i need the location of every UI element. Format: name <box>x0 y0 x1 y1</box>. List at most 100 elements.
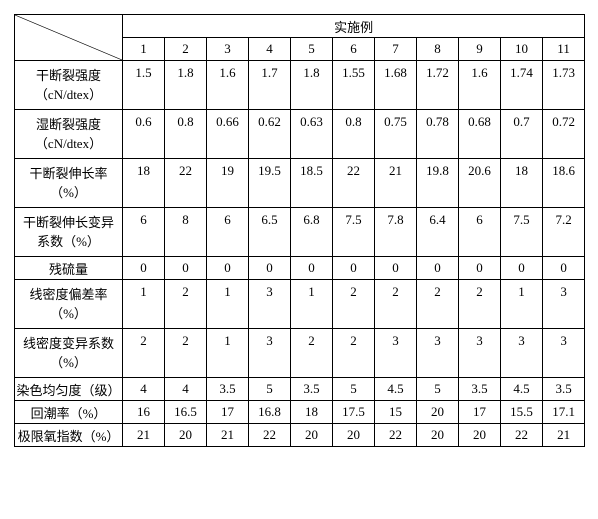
cell: 21 <box>207 424 249 447</box>
cell: 20 <box>417 401 459 424</box>
cell: 6.4 <box>417 208 459 257</box>
cell: 1.7 <box>249 61 291 110</box>
cell: 2 <box>333 280 375 329</box>
cell: 1.8 <box>165 61 207 110</box>
data-table: 实施例 1 2 3 4 5 6 7 8 9 10 11 干断裂强度（cN/dte… <box>14 14 585 447</box>
cell: 7.5 <box>501 208 543 257</box>
table-row: 极限氧指数（%）2120212220202220202221 <box>15 424 585 447</box>
table-row: 湿断裂强度（cN/dtex）0.60.80.660.620.630.80.750… <box>15 110 585 159</box>
cell: 0.63 <box>291 110 333 159</box>
cell: 20 <box>291 424 333 447</box>
cell: 6 <box>459 208 501 257</box>
cell: 16 <box>123 401 165 424</box>
cell: 3 <box>501 329 543 378</box>
cell: 0 <box>207 257 249 280</box>
row-label: 线密度变异系数（%） <box>15 329 123 378</box>
cell: 18 <box>291 401 333 424</box>
cell: 1 <box>501 280 543 329</box>
col-header: 2 <box>165 38 207 61</box>
cell: 7.2 <box>543 208 585 257</box>
row-label: 干断裂强度（cN/dtex） <box>15 61 123 110</box>
col-header: 6 <box>333 38 375 61</box>
cell: 0 <box>459 257 501 280</box>
cell: 1.6 <box>207 61 249 110</box>
cell: 18.6 <box>543 159 585 208</box>
cell: 3.5 <box>543 378 585 401</box>
cell: 0 <box>417 257 459 280</box>
cell: 6.5 <box>249 208 291 257</box>
col-header: 11 <box>543 38 585 61</box>
cell: 22 <box>375 424 417 447</box>
cell: 0 <box>375 257 417 280</box>
table-row: 干断裂伸长率（%）18221919.518.5222119.820.61818.… <box>15 159 585 208</box>
cell: 0.6 <box>123 110 165 159</box>
cell: 0.75 <box>375 110 417 159</box>
cell: 22 <box>333 159 375 208</box>
cell: 7.8 <box>375 208 417 257</box>
cell: 17 <box>207 401 249 424</box>
cell: 20.6 <box>459 159 501 208</box>
cell: 3 <box>417 329 459 378</box>
cell: 19 <box>207 159 249 208</box>
cell: 4.5 <box>375 378 417 401</box>
cell: 0.7 <box>501 110 543 159</box>
cell: 20 <box>333 424 375 447</box>
col-header: 4 <box>249 38 291 61</box>
row-label: 回潮率（%） <box>15 401 123 424</box>
table-row: 线密度变异系数（%）22132233333 <box>15 329 585 378</box>
cell: 18 <box>123 159 165 208</box>
cell: 21 <box>375 159 417 208</box>
cell: 15.5 <box>501 401 543 424</box>
col-header: 7 <box>375 38 417 61</box>
cell: 3 <box>249 329 291 378</box>
col-header: 10 <box>501 38 543 61</box>
cell: 15 <box>375 401 417 424</box>
cell: 0 <box>501 257 543 280</box>
table-row: 干断裂伸长变异系数（%）6866.56.87.57.86.467.57.2 <box>15 208 585 257</box>
cell: 5 <box>249 378 291 401</box>
cell: 4 <box>123 378 165 401</box>
cell: 0.8 <box>333 110 375 159</box>
cell: 0.78 <box>417 110 459 159</box>
cell: 3 <box>543 329 585 378</box>
cell: 8 <box>165 208 207 257</box>
row-label: 线密度偏差率（%） <box>15 280 123 329</box>
row-label: 极限氧指数（%） <box>15 424 123 447</box>
cell: 16.5 <box>165 401 207 424</box>
cell: 3 <box>459 329 501 378</box>
cell: 2 <box>165 329 207 378</box>
cell: 21 <box>123 424 165 447</box>
col-header: 5 <box>291 38 333 61</box>
header-row-1: 实施例 <box>15 15 585 38</box>
table-row: 染色均匀度（级）443.553.554.553.54.53.5 <box>15 378 585 401</box>
table-row: 线密度偏差率（%）12131222213 <box>15 280 585 329</box>
cell: 2 <box>291 329 333 378</box>
row-label: 染色均匀度（级） <box>15 378 123 401</box>
cell: 17.1 <box>543 401 585 424</box>
cell: 0 <box>165 257 207 280</box>
col-header: 1 <box>123 38 165 61</box>
cell: 4.5 <box>501 378 543 401</box>
cell: 2 <box>417 280 459 329</box>
cell: 19.8 <box>417 159 459 208</box>
col-header: 9 <box>459 38 501 61</box>
cell: 3 <box>249 280 291 329</box>
cell: 2 <box>459 280 501 329</box>
cell: 0.72 <box>543 110 585 159</box>
cell: 3.5 <box>459 378 501 401</box>
cell: 0.8 <box>165 110 207 159</box>
cell: 17 <box>459 401 501 424</box>
group-header: 实施例 <box>123 15 585 38</box>
cell: 2 <box>375 280 417 329</box>
cell: 1.5 <box>123 61 165 110</box>
cell: 0 <box>249 257 291 280</box>
col-header: 3 <box>207 38 249 61</box>
cell: 5 <box>417 378 459 401</box>
cell: 1.68 <box>375 61 417 110</box>
cell: 22 <box>249 424 291 447</box>
cell: 1.6 <box>459 61 501 110</box>
cell: 3 <box>543 280 585 329</box>
cell: 6 <box>123 208 165 257</box>
table-row: 残硫量00000000000 <box>15 257 585 280</box>
cell: 3.5 <box>207 378 249 401</box>
